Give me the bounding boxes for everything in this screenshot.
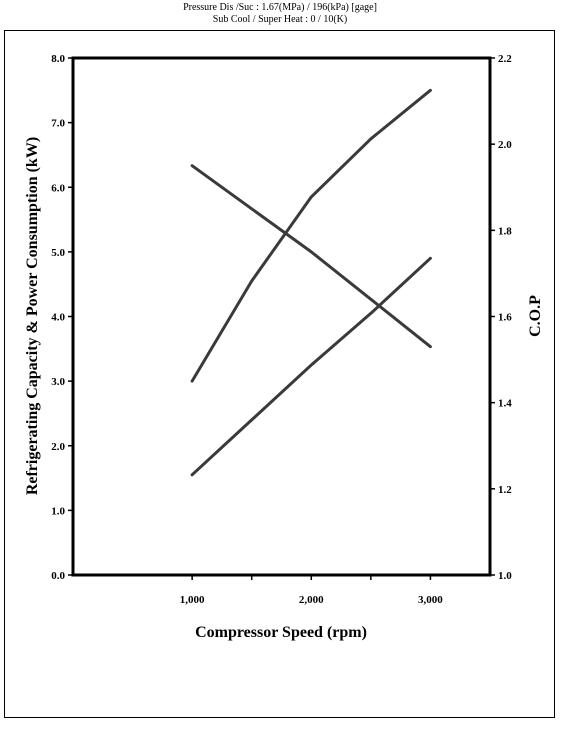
chart-subtitle-pressure: Pressure Dis /Suc : 1.67(MPa) / 196(kPa)… — [183, 2, 377, 13]
y2-tick-label: 2.0 — [498, 139, 512, 151]
y2-tick-label: 1.4 — [498, 398, 512, 410]
y2-tick-label: 1.2 — [498, 484, 512, 496]
x-tick-label: 3,000 — [418, 594, 443, 606]
y-tick-label: 2.0 — [51, 441, 65, 453]
x-tick-label: 2,000 — [299, 594, 324, 606]
series-line-3 — [190, 164, 432, 349]
y-axis-title: Refrigerating Capacity & Power Consumpti… — [24, 137, 41, 495]
y2-axis-title: C.O.P — [527, 295, 544, 337]
plot-area-border — [71, 56, 492, 577]
y2-tick-label: 2.2 — [498, 53, 512, 65]
y-tick-label: 3.0 — [51, 376, 65, 388]
chart-frame — [4, 30, 555, 718]
x-tick-label: 1,000 — [180, 594, 205, 606]
series-line-2 — [190, 256, 432, 477]
x-axis-title: Compressor Speed (rpm) — [195, 624, 367, 641]
y2-tick-label: 1.6 — [498, 312, 512, 324]
y-tick-label: 0.0 — [51, 570, 65, 582]
y-tick-label: 1.0 — [51, 505, 65, 517]
y-tick-label: 7.0 — [51, 118, 65, 130]
y2-tick-label: 1.8 — [498, 225, 512, 237]
y2-tick-label: 1.0 — [498, 570, 512, 582]
y-tick-label: 5.0 — [51, 247, 65, 259]
series-group — [190, 88, 432, 477]
axis-ticks: 0.0 1.0 2.0 3.0 4.0 5.0 6.0 7.0 8.0 1.0 1.2 1.4 1.6 1… — [51, 53, 512, 606]
chart-subtitle-subcool: Sub Cool / Super Heat : 0 / 10(K) — [212, 14, 348, 25]
y-tick-label: 8.0 — [51, 53, 65, 65]
series-line-1 — [190, 88, 432, 383]
y-tick-label: 4.0 — [51, 312, 65, 324]
y-tick-label: 6.0 — [51, 182, 65, 194]
